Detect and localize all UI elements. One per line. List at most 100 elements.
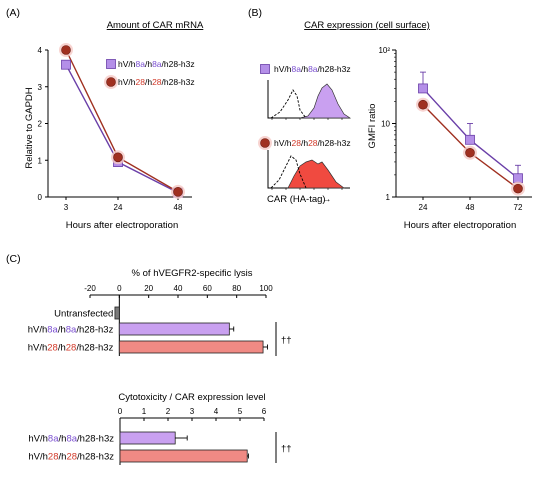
chart-a-series-line xyxy=(65,49,179,193)
chart-a-ylabel: Relative to GAPDH xyxy=(24,87,35,168)
chart-c2-category-label-part: 8a xyxy=(48,434,59,445)
chart-c1-significance-mark: †† xyxy=(281,335,292,346)
chart-c2-bar xyxy=(119,449,248,463)
chart-a-legend-label-h28-part: hV/h xyxy=(118,77,136,87)
chart-a-point-h28 xyxy=(173,187,183,197)
chart-c1-category-label-part: /h28-h3z xyxy=(76,343,113,354)
histogram-legend-marker-h28 xyxy=(260,138,270,148)
histogram-legend-label-h28-part: 28 xyxy=(292,138,302,148)
chart-c2-title: Cytotoxicity / CAR expression level xyxy=(118,392,265,403)
chart-b-series-line xyxy=(422,87,519,179)
chart-c1-category-label-part: /h xyxy=(58,343,66,354)
chart-c1-x-tick-label: 100 xyxy=(259,284,273,293)
chart-c1-x-tick-label: -20 xyxy=(84,284,96,293)
histogram-legend-label-h28-part: /h xyxy=(301,138,308,148)
histogram-legend-label-h28-part: 28 xyxy=(308,138,318,148)
histogram-legend-label-h28: hV/h28/h28/h28-h3z xyxy=(274,138,351,148)
histogram-top-control xyxy=(270,89,307,119)
histogram-xlabel: CAR (HA-tag) xyxy=(267,194,326,205)
chart-c1-bar xyxy=(114,306,120,320)
histogram-legend-label-h28-part: /h28-h3z xyxy=(318,138,351,148)
histogram-legend-label-h8a-part: /h xyxy=(301,64,308,74)
chart-c1-title: % of hVEGFR2-specific lysis xyxy=(132,268,253,279)
chart-b-title: CAR expression (cell surface) xyxy=(304,20,430,31)
chart-c1-x-tick-label: 40 xyxy=(174,284,183,293)
chart-a-legend-marker-h8a xyxy=(106,59,116,69)
chart-b-ylabel: GMFI ratio xyxy=(367,104,378,149)
chart-c1-x-tick-label: 80 xyxy=(232,284,241,293)
chart-c2-significance-mark: †† xyxy=(281,444,292,455)
panel-label-a: (A) xyxy=(6,7,20,19)
chart-a-legend-label-h28-part: /h28-h3z xyxy=(162,77,195,87)
chart-c2-category-label-part: /h28-h3z xyxy=(77,452,114,463)
chart-a-point-h8a xyxy=(61,59,71,70)
histogram-legend-marker-h8a xyxy=(260,64,270,74)
chart-a-y-tick-label: 1 xyxy=(38,156,43,165)
chart-a-point-h28 xyxy=(113,152,123,163)
chart-c2-x-tick-label: 0 xyxy=(118,407,123,416)
chart-a-legend-label-h8a-part: hV/h xyxy=(118,59,136,69)
chart-b-point-h8a xyxy=(513,173,523,184)
chart-b-x-tick-label: 48 xyxy=(466,203,475,212)
chart-c-lysis: % of hVEGFR2-specific lysis -20 0 20 40 60 80… xyxy=(28,268,292,356)
chart-c2-x-tick-label: 3 xyxy=(190,407,195,416)
chart-c2-bar xyxy=(119,431,176,445)
chart-c1-x-tick-label: 60 xyxy=(203,284,212,293)
chart-c2-x-tick-label: 2 xyxy=(166,407,171,416)
chart-b-point-h8a xyxy=(418,83,428,94)
chart-c1-category-label-part: 28 xyxy=(66,343,77,354)
chart-b-y-tick-label: 10² xyxy=(378,46,390,55)
chart-c2-x-tick-label: 1 xyxy=(142,407,147,416)
chart-c1-category-label-part: /h28-h3z xyxy=(76,325,113,336)
chart-a-legend-label-h8a: hV/h8a/h8a/h28-h3z xyxy=(118,59,195,69)
chart-c1-category-label-part: 8a xyxy=(47,325,58,336)
chart-a-x-tick-label: 48 xyxy=(174,203,183,212)
chart-a-legend-label-h28-part: 28 xyxy=(136,77,146,87)
histogram-legend-label-h8a: hV/h8a/h8a/h28-h3z xyxy=(274,64,351,74)
chart-c1-x-tick-label: 0 xyxy=(117,284,122,293)
histogram-bottom-control xyxy=(270,155,307,189)
chart-a-legend-label-h28: hV/h28/h28/h28-h3z xyxy=(118,77,195,87)
chart-b-gmfi: GMFI ratio Hours after electroporation 1… xyxy=(367,46,532,231)
chart-b-point-h28 xyxy=(513,183,523,194)
histogram-legend-label-h8a-part: hV/h xyxy=(274,64,292,74)
panel-label-b: (B) xyxy=(248,7,262,19)
chart-a-legend-label-h8a-part: /h28-h3z xyxy=(162,59,195,69)
chart-a-legend-label-h8a-part: 8a xyxy=(152,59,162,69)
chart-c1-x-tick-label: 20 xyxy=(144,284,153,293)
chart-c2-x-tick-label: 4 xyxy=(214,407,219,416)
chart-a-mrna: Amount of CAR mRNA Relative to GAPDH Hou… xyxy=(24,20,204,231)
histogram-legend-label-h8a-part: 8a xyxy=(292,64,302,74)
chart-c2-category-label-part: /h xyxy=(59,434,67,445)
chart-c1-category-label: hV/h28/h28/h28-h3z xyxy=(28,343,114,354)
chart-c2-category-label-part: hV/h xyxy=(28,434,48,445)
chart-a-xlabel: Hours after electroporation xyxy=(66,220,178,231)
chart-a-legend-label-h28-part: /h xyxy=(145,77,152,87)
histogram-xarrow: → xyxy=(322,194,332,205)
chart-a-legend-label-h8a-part: 8a xyxy=(136,59,146,69)
chart-a-x-tick-label: 24 xyxy=(114,203,123,212)
chart-b-x-tick-label: 72 xyxy=(514,203,523,212)
chart-c1-category-label-part: /h xyxy=(58,325,66,336)
chart-c2-category-label-part: /h28-h3z xyxy=(77,434,114,445)
panel-label-c: (C) xyxy=(6,253,21,265)
histogram-bottom-fill xyxy=(287,159,346,189)
chart-c1-category-label-part: hV/h xyxy=(28,343,48,354)
chart-a-y-tick-label: 0 xyxy=(38,193,43,202)
chart-b-point-h28 xyxy=(418,99,428,110)
chart-c2-category-label-part: 28 xyxy=(66,452,77,463)
chart-a-y-tick-label: 3 xyxy=(38,83,43,92)
chart-c2-category-label-part: hV/h xyxy=(28,452,48,463)
histogram-legend-label-h28-part: hV/h xyxy=(274,138,292,148)
chart-c2-category-label-part: 28 xyxy=(48,452,59,463)
chart-a-y-tick-label: 4 xyxy=(38,46,43,55)
chart-c2-category-label: hV/h8a/h8a/h28-h3z xyxy=(28,434,114,445)
histogram-top-fill xyxy=(299,83,352,119)
chart-c1-category-label: Untransfected xyxy=(54,309,113,320)
chart-b-point-h8a xyxy=(465,134,475,145)
chart-a-title: Amount of CAR mRNA xyxy=(107,20,204,31)
chart-c-cytotoxicity: Cytotoxicity / CAR expression level 0 1 2 3… xyxy=(28,392,292,465)
histogram-legend-label-h8a-part: 8a xyxy=(308,64,318,74)
